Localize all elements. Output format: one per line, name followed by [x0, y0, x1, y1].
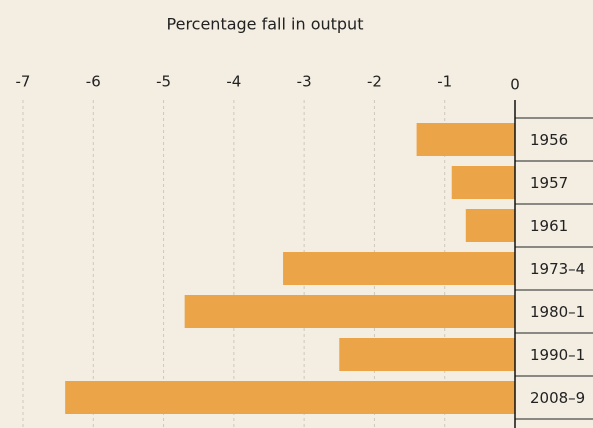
bar	[184, 295, 515, 328]
y-tick-label: 1980–1	[530, 303, 585, 321]
bar	[451, 166, 515, 199]
bar	[283, 252, 515, 285]
x-tick-label: -6	[86, 73, 101, 91]
x-tick-label: -7	[16, 73, 31, 91]
y-tick-label: 1973–4	[530, 260, 585, 278]
chart-title: Percentage fall in output	[167, 15, 364, 34]
x-tick-label: -5	[156, 73, 171, 91]
x-tick-label: 0	[510, 76, 520, 94]
x-tick-label: -3	[297, 73, 312, 91]
x-tick-label: -2	[367, 73, 382, 91]
y-tick-label: 1957	[530, 174, 568, 192]
x-tick-label: -4	[226, 73, 241, 91]
bar	[65, 381, 516, 414]
bar	[465, 209, 515, 242]
bar	[416, 123, 515, 156]
bar	[339, 338, 515, 371]
x-tick-label: -1	[437, 73, 452, 91]
y-tick-label: 2008–9	[530, 389, 585, 407]
y-tick-label: 1956	[530, 131, 568, 149]
y-tick-label: 1961	[530, 217, 568, 235]
y-tick-label: 1990–1	[530, 346, 585, 364]
